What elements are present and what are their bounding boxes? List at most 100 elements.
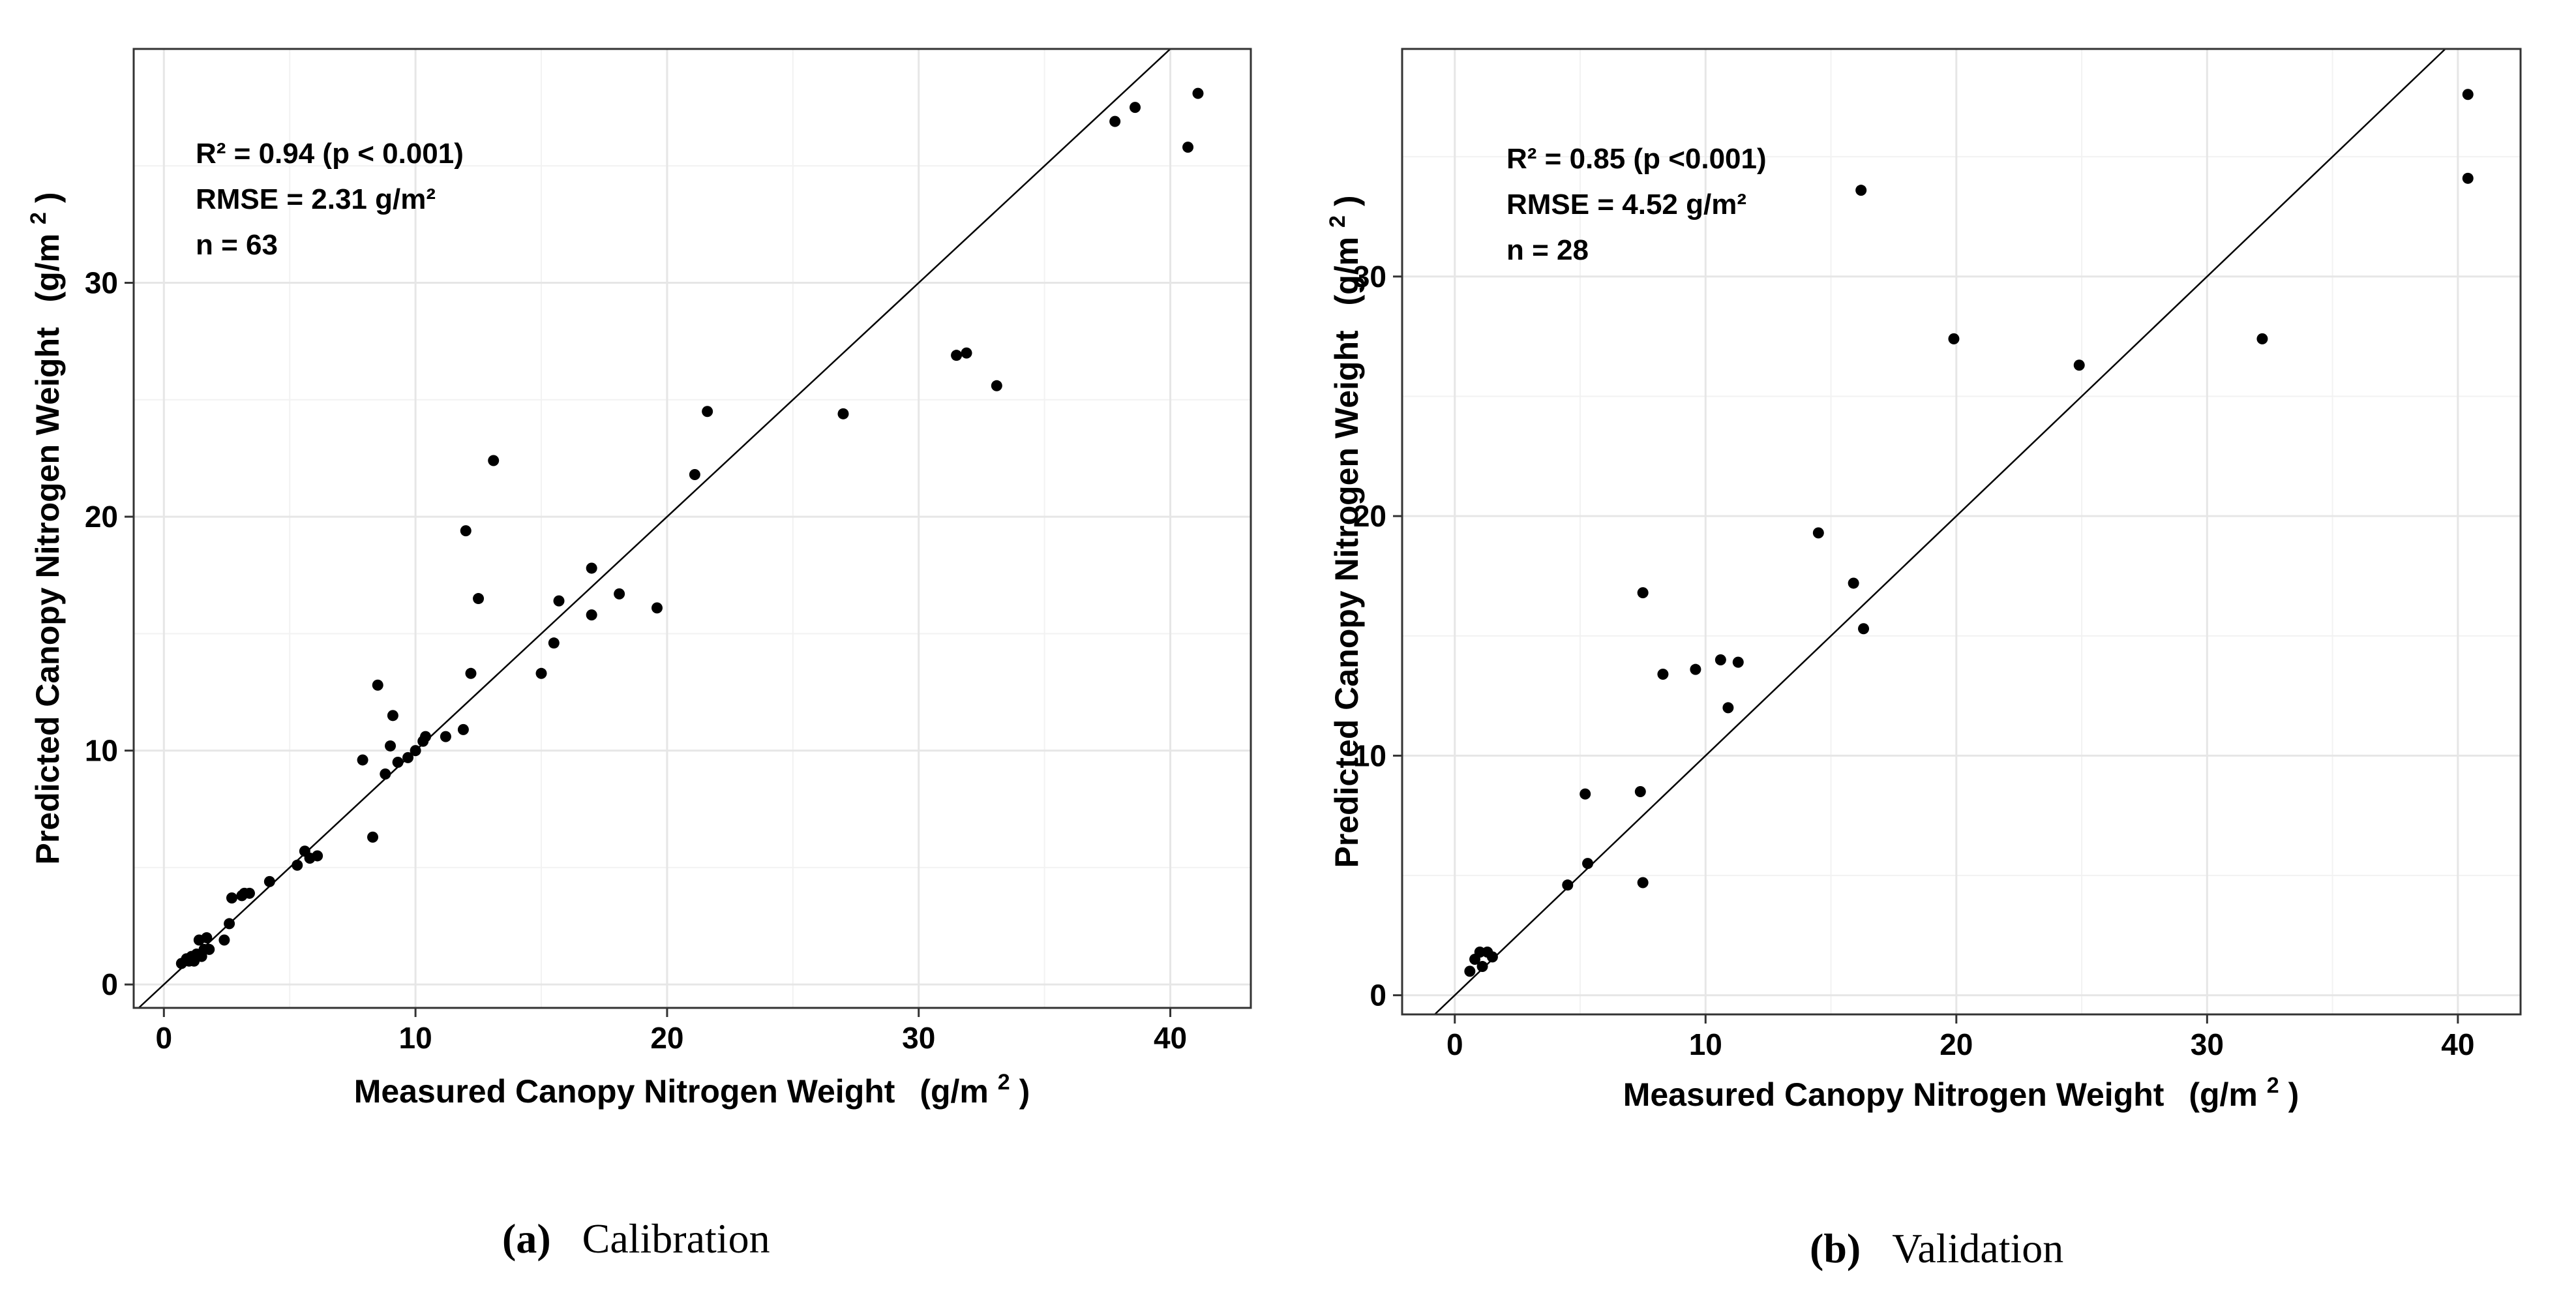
calibration-fit-line bbox=[138, 48, 1171, 1009]
data-point bbox=[410, 745, 421, 757]
data-point bbox=[460, 525, 472, 537]
calibration-stat-rmse: RMSE = 2.31 g/m² bbox=[196, 183, 436, 215]
data-point bbox=[201, 932, 213, 943]
validation-stat-rmse: RMSE = 4.52 g/m² bbox=[1506, 189, 1746, 220]
y-tick-label: 0 bbox=[101, 967, 118, 1001]
data-point bbox=[1637, 587, 1649, 599]
y-tick-label: 10 bbox=[85, 734, 118, 768]
validation-y-axis-title: Predicted Canopy Nitrogen Weight (g/m 2 … bbox=[1315, 196, 1365, 868]
validation-stat-n: n = 28 bbox=[1506, 234, 1589, 266]
data-point bbox=[1464, 965, 1476, 977]
data-point bbox=[1562, 879, 1574, 891]
calibration-stat-r2: R² = 0.94 (p < 0.001) bbox=[196, 138, 464, 170]
data-point bbox=[226, 892, 237, 904]
data-point bbox=[392, 757, 404, 768]
x-tick-label: 40 bbox=[1154, 1021, 1187, 1055]
y-tick-label: 30 bbox=[85, 266, 118, 300]
validation-fit-line bbox=[1434, 48, 2446, 1015]
y-tick-label: 10 bbox=[1353, 738, 1386, 772]
data-point bbox=[586, 562, 597, 574]
data-point bbox=[961, 347, 972, 359]
calibration-x-axis-title: Measured Canopy Nitrogen Weight (g/m 2 ) bbox=[354, 1060, 1030, 1110]
data-point bbox=[380, 768, 391, 780]
data-point bbox=[312, 850, 323, 862]
data-point bbox=[1722, 702, 1734, 714]
data-point bbox=[586, 609, 597, 621]
data-point bbox=[488, 455, 500, 466]
calibration-xlabel-unit: (g/m bbox=[920, 1073, 989, 1110]
data-point bbox=[991, 380, 1002, 391]
x-tick-label: 10 bbox=[1689, 1027, 1722, 1061]
data-point bbox=[1732, 656, 1744, 668]
validation-xlabel-unit-sup: 2 bbox=[2267, 1073, 2279, 1098]
validation-panel: 0 10 20 30 40 0 10 20 30 R² = 0.85 (p <0.001) RM… bbox=[1315, 48, 2522, 1271]
validation-xlabel: Measured Canopy Nitrogen Weight bbox=[1623, 1076, 2164, 1113]
calibration-grid bbox=[134, 49, 1251, 1008]
x-tick-label: 10 bbox=[399, 1021, 432, 1055]
data-point bbox=[1580, 788, 1591, 800]
x-tick-label: 30 bbox=[2191, 1027, 2224, 1061]
data-point bbox=[614, 588, 625, 600]
calibration-panel: 0 10 20 30 40 0 10 20 30 R² = 0.94 (p < 0.001) R… bbox=[26, 48, 1252, 1262]
calibration-ylabel-unit-close: ) bbox=[29, 192, 66, 204]
calibration-ticks: 0 10 20 30 40 0 10 20 30 bbox=[85, 266, 1187, 1055]
data-point bbox=[1486, 951, 1498, 963]
validation-stat-r2: R² = 0.85 (p <0.001) bbox=[1506, 143, 1767, 175]
data-point bbox=[1858, 623, 1870, 635]
calibration-stats: R² = 0.94 (p < 0.001) RMSE = 2.31 g/m² n… bbox=[196, 138, 464, 261]
validation-ylabel-unit-sup: 2 bbox=[1325, 215, 1350, 228]
validation-plot-border bbox=[1401, 48, 2522, 1016]
validation-ylabel-unit: (g/m bbox=[1328, 237, 1365, 306]
data-point bbox=[689, 469, 700, 481]
validation-panel-label: (b) bbox=[1810, 1225, 1861, 1271]
data-point bbox=[1848, 577, 1859, 589]
y-tick-label: 20 bbox=[1353, 499, 1386, 533]
data-point bbox=[1657, 669, 1669, 680]
calibration-ylabel: Predicted Canopy Nitrogen Weight bbox=[29, 327, 66, 864]
x-tick-label: 0 bbox=[156, 1021, 173, 1055]
data-point bbox=[1715, 654, 1726, 665]
calibration-caption: (a) Calibration bbox=[502, 1215, 770, 1262]
validation-ylabel: Predicted Canopy Nitrogen Weight bbox=[1328, 330, 1365, 868]
data-point bbox=[535, 667, 547, 679]
x-tick-label: 30 bbox=[902, 1021, 935, 1055]
data-point bbox=[1109, 115, 1121, 127]
data-point bbox=[1130, 102, 1141, 114]
data-point bbox=[357, 754, 368, 766]
data-point bbox=[243, 887, 255, 899]
data-point bbox=[457, 723, 469, 735]
data-point bbox=[1948, 333, 1960, 344]
data-point bbox=[465, 667, 477, 679]
data-point bbox=[367, 831, 379, 843]
x-tick-label: 20 bbox=[650, 1021, 683, 1055]
validation-grid bbox=[1402, 49, 2521, 1014]
calibration-ylabel-unit: (g/m bbox=[29, 234, 66, 303]
validation-xlabel-unit: (g/m bbox=[2189, 1076, 2258, 1113]
validation-x-axis-title: Measured Canopy Nitrogen Weight (g/m 2 ) bbox=[1623, 1063, 2299, 1113]
data-point bbox=[387, 710, 398, 721]
calibration-xlabel: Measured Canopy Nitrogen Weight bbox=[354, 1073, 895, 1110]
data-point bbox=[203, 943, 215, 955]
data-point bbox=[1855, 185, 1867, 196]
data-point bbox=[263, 875, 275, 887]
data-point bbox=[2073, 359, 2085, 371]
calibration-points bbox=[175, 87, 1204, 969]
data-point bbox=[473, 593, 485, 605]
validation-caption-text: Validation bbox=[1892, 1225, 2063, 1271]
data-point bbox=[1690, 663, 1701, 675]
data-point bbox=[440, 731, 451, 742]
data-point bbox=[1637, 877, 1649, 889]
validation-caption: (b) Validation bbox=[1810, 1225, 2063, 1271]
validation-ticks: 0 10 20 30 40 0 10 20 30 bbox=[1353, 260, 2475, 1061]
validation-xlabel-unit-close: ) bbox=[2288, 1076, 2299, 1113]
y-tick-label: 0 bbox=[1370, 979, 1386, 1012]
data-point bbox=[651, 602, 663, 614]
data-point bbox=[402, 752, 414, 763]
data-point bbox=[292, 859, 303, 871]
calibration-stat-n: n = 63 bbox=[196, 229, 278, 261]
data-point bbox=[1476, 961, 1488, 973]
data-point bbox=[218, 934, 230, 946]
x-tick-label: 0 bbox=[1446, 1027, 1463, 1061]
data-point bbox=[702, 406, 713, 418]
